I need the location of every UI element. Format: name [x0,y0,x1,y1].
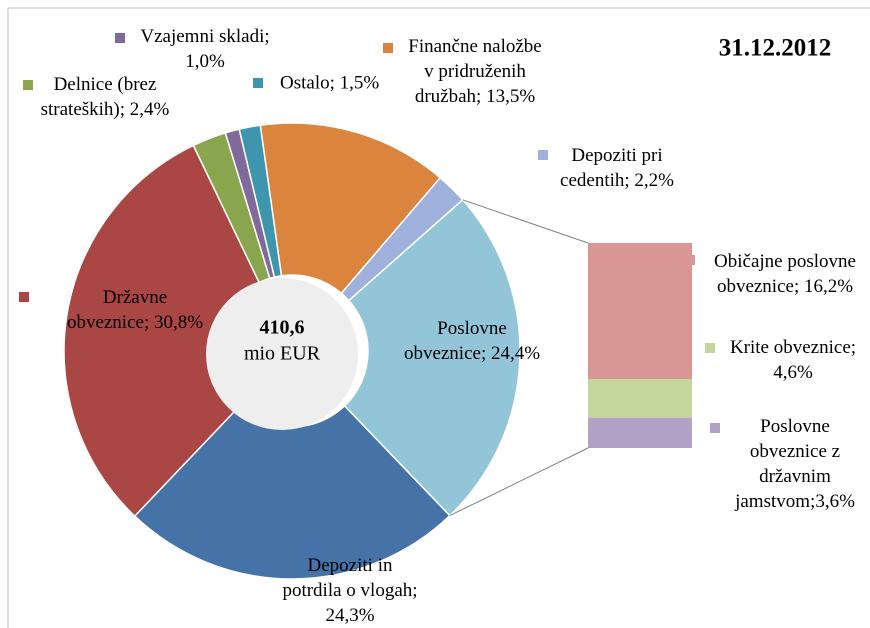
legend-swatch [115,33,125,43]
legend-swatch [250,562,260,572]
bar-segment [588,417,692,448]
bar-segment [588,379,692,418]
slice-label: Finančne naložbe v pridruženih družbah; 13… [408,36,541,107]
slice-label: Poslovne obveznice; 24,4% [404,318,540,364]
bar-label: Običajne poslovne obveznice; 16,2% [714,251,856,297]
legend-swatch [383,43,393,53]
legend-swatch [710,423,720,433]
chart-frame [7,7,870,628]
pie-slice [259,122,442,295]
bar-label: Krite obveznice; 4,6% [730,337,856,383]
center-hole [206,278,358,430]
chart-title: 31.12.2012 [719,35,832,62]
center-unit: mio EUR [244,343,321,365]
slice-label: Vzajemni skladi; 1,0% [140,26,269,72]
legend-swatch [19,292,29,302]
legend-swatch [23,80,33,90]
center-value: 410,6 [260,317,305,339]
slice-label: Državne obveznice; 30,8% [67,287,203,333]
pie-slice [238,124,283,278]
slice-label: Depoziti in potrdila o vlogah; 24,3% [282,555,417,626]
legend-swatch [685,255,695,265]
connector-line [462,199,589,244]
slice-label: Delnice (brez strateških); 2,4% [41,74,170,120]
slice-label: Depoziti pri cedentih; 2,2% [560,145,674,191]
legend-swatch [253,78,263,88]
connector-line [449,447,589,517]
legend-swatch [705,343,715,353]
pie-slice [343,198,521,517]
slice-label: Ostalo; 1,5% [280,72,379,93]
bar-label: Poslovne obveznice z državnim jamstvom;3,6% [734,416,855,512]
legend-swatch [538,150,548,160]
bar-segment [588,243,692,380]
